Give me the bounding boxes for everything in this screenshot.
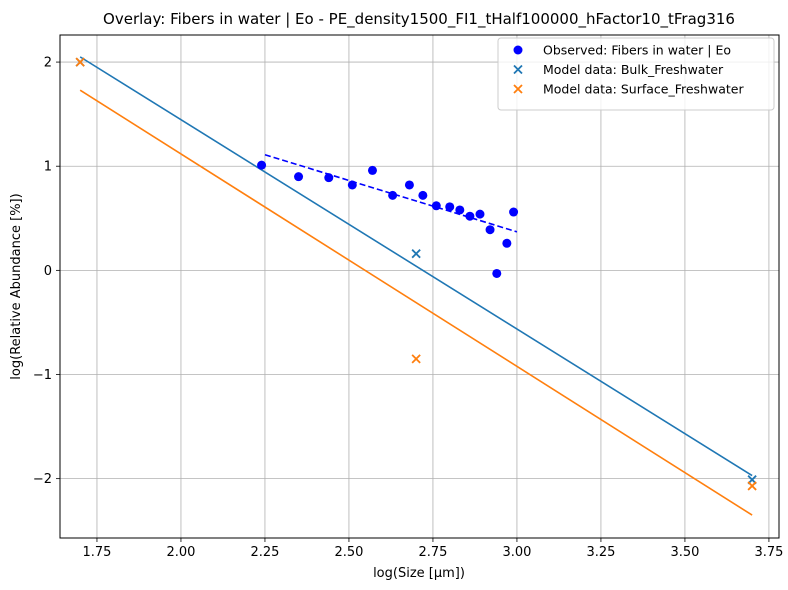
data-point xyxy=(75,57,85,67)
data-point xyxy=(455,205,465,215)
x-axis-ticks: 1.75 2.00 2.25 2.50 2.75 3.00 3.25 3.50 3.75 xyxy=(82,538,783,560)
plot-points xyxy=(75,57,757,491)
y-axis-ticks: −2 −1 0 1 2 xyxy=(33,56,60,487)
data-point xyxy=(445,202,455,212)
x-tick-label: 2.00 xyxy=(166,545,195,560)
data-point xyxy=(294,172,304,182)
x-tick-label: 2.50 xyxy=(334,545,363,560)
data-point xyxy=(411,249,421,259)
data-point xyxy=(502,238,512,248)
data-point xyxy=(418,190,428,200)
model-fit-line xyxy=(79,56,753,477)
data-point xyxy=(411,354,421,364)
legend-marker xyxy=(513,84,523,94)
y-tick-label: 1 xyxy=(44,160,52,175)
legend-label: Model data: Bulk_Freshwater xyxy=(543,62,724,77)
y-axis-label: log(Relative Abundance [%]) xyxy=(9,193,24,379)
y-tick-label: 2 xyxy=(44,56,52,71)
data-point xyxy=(485,225,495,235)
x-tick-label: 3.75 xyxy=(754,545,783,560)
legend-label: Observed: Fibers in water | Eo xyxy=(543,43,731,58)
legend-marker xyxy=(513,45,523,55)
model-fit-line xyxy=(79,89,753,516)
data-point xyxy=(509,207,519,217)
y-tick-label: −2 xyxy=(33,472,52,487)
data-point xyxy=(367,165,377,175)
data-point xyxy=(388,190,398,200)
legend-label: Model data: Surface_Freshwater xyxy=(543,82,744,97)
x-tick-label: 2.25 xyxy=(250,545,279,560)
x-tick-label: 3.00 xyxy=(502,545,531,560)
data-point xyxy=(747,481,757,491)
grid xyxy=(60,35,779,538)
legend: Observed: Fibers in water | Eo Model data… xyxy=(497,37,775,111)
data-point xyxy=(404,180,414,190)
data-point xyxy=(475,209,485,219)
legend-items: Observed: Fibers in water | Eo Model data… xyxy=(513,43,744,97)
legend-marker xyxy=(513,64,523,75)
data-point xyxy=(257,160,267,170)
data-point xyxy=(324,173,334,183)
data-point xyxy=(347,180,357,190)
x-tick-label: 1.75 xyxy=(82,545,111,560)
x-tick-label: 2.75 xyxy=(418,545,447,560)
data-point xyxy=(492,268,502,278)
x-tick-label: 3.50 xyxy=(670,545,699,560)
x-axis-label: log(Size [µm]) xyxy=(373,566,465,581)
data-point xyxy=(431,201,441,211)
data-point xyxy=(465,211,475,221)
x-tick-label: 3.25 xyxy=(586,545,615,560)
plot-area-frame xyxy=(59,34,780,539)
y-tick-label: −1 xyxy=(33,368,52,383)
chart-title: Overlay: Fibers in water | Eo - PE_densi… xyxy=(103,10,735,29)
y-tick-label: 0 xyxy=(44,264,52,279)
legend-box xyxy=(497,37,775,111)
